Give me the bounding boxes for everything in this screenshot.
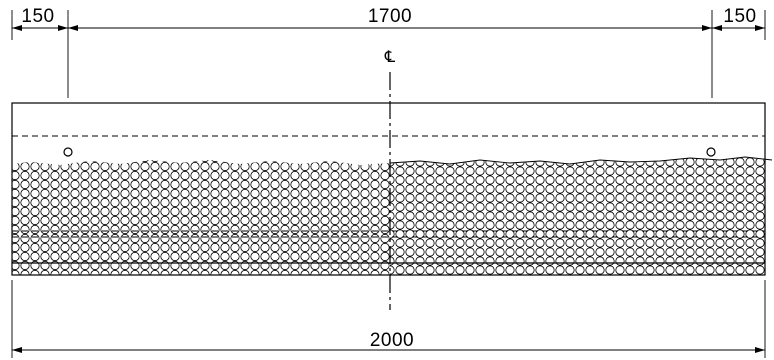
marker-right-circle (706, 147, 716, 157)
centerline-symbol: ℄ (384, 49, 396, 66)
inner-layer-lines (12, 230, 765, 238)
dimension-left-offset: 150 (21, 6, 54, 27)
marker-left-circle (63, 147, 73, 157)
dimension-total-width: 2000 (370, 330, 414, 351)
aggregate-fill-right (390, 157, 765, 275)
aggregate-fill-left (12, 160, 390, 275)
dimension-middle-span: 1700 (368, 6, 412, 27)
bottom-dimension: 2000 (11, 280, 766, 358)
dimension-right-offset: 150 (723, 6, 756, 27)
top-dimension-chain: 150 1700 150 (11, 6, 766, 98)
fill-top-surface (389, 156, 773, 165)
